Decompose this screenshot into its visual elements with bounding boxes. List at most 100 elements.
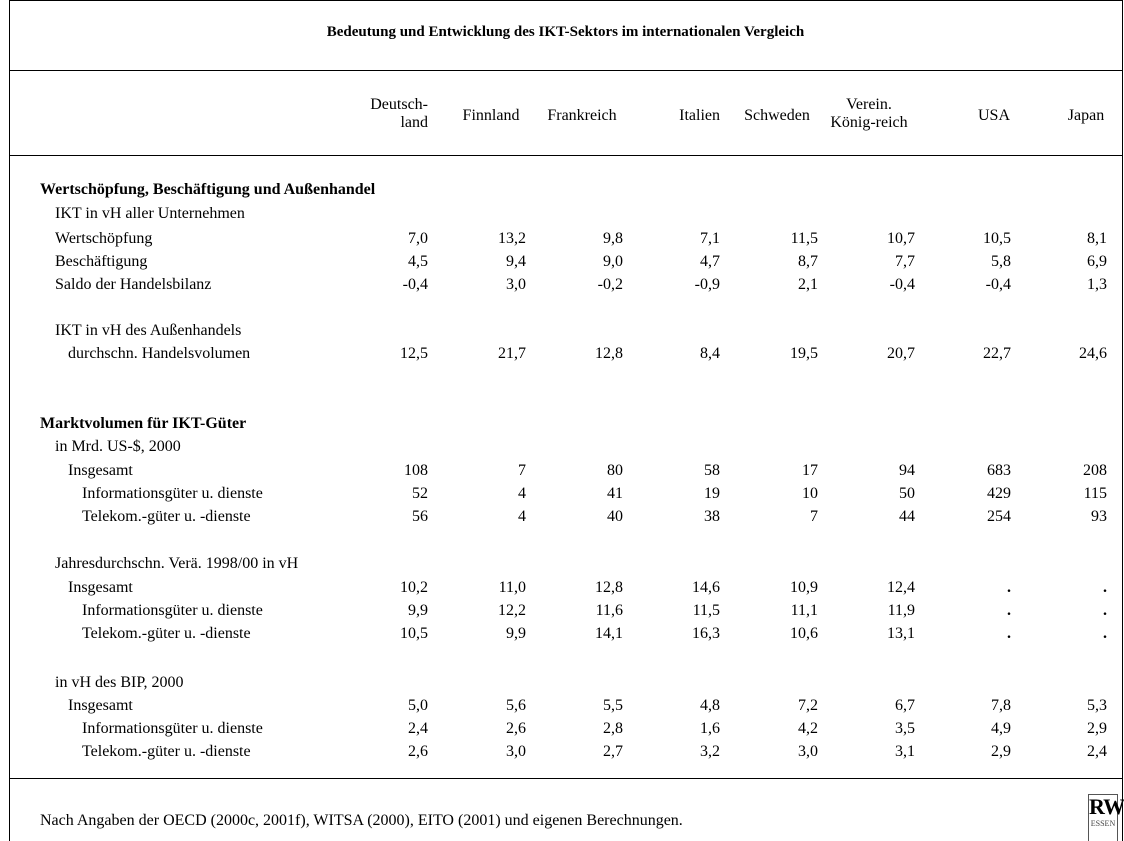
cell: 429 <box>987 485 1011 502</box>
cell: 7,0 <box>408 230 428 247</box>
column-header: Frankreich <box>522 107 642 125</box>
row-label: Jahresdurchschn. Verä. 1998/00 in vH <box>55 555 299 572</box>
cell: 93 <box>1091 508 1107 525</box>
row-label: IKT in vH aller Unternehmen <box>55 205 245 222</box>
section-heading: Wertschöpfung, Beschäftigung und Außenha… <box>40 181 376 198</box>
cell: 94 <box>899 462 915 479</box>
column-header-line: Frankreich <box>547 107 617 124</box>
cell: 6,7 <box>895 697 915 714</box>
cell: 7 <box>518 462 526 479</box>
column-header-line: land <box>400 114 428 131</box>
cell: 11,5 <box>790 230 818 247</box>
column-header-line: Finnland <box>462 107 520 124</box>
cell: 3,0 <box>798 743 818 760</box>
cell: 3,0 <box>506 743 526 760</box>
cell: -0,4 <box>889 276 915 293</box>
row-label: Telekom.-güter u. -dienste <box>82 743 251 760</box>
rule <box>9 155 1122 156</box>
cell: -0,4 <box>402 276 428 293</box>
cell: -0,4 <box>985 276 1011 293</box>
cell: 5,8 <box>991 253 1011 270</box>
footnote: Nach Angaben der OECD (2000c, 2001f), WI… <box>40 812 683 829</box>
rule <box>9 778 1122 779</box>
row-label: Telekom.-güter u. -dienste <box>82 508 251 525</box>
cell: 13,2 <box>498 230 526 247</box>
cell: 10 <box>802 485 818 502</box>
cell: 254 <box>987 508 1011 525</box>
row-label: Insgesamt <box>68 462 133 479</box>
column-header-line: Deutsch- <box>370 96 428 113</box>
cell: 10,6 <box>790 625 818 642</box>
cell: 9,0 <box>603 253 623 270</box>
cell: . <box>1007 579 1011 596</box>
cell: 108 <box>404 462 428 479</box>
cell: 20,7 <box>887 345 915 362</box>
cell: 16,3 <box>692 625 720 642</box>
cell: 4,9 <box>991 720 1011 737</box>
column-header: Finnland <box>431 107 551 125</box>
row-label: IKT in vH des Außenhandels <box>55 322 242 339</box>
cell: 9,9 <box>408 602 428 619</box>
cell: 4,7 <box>700 253 720 270</box>
cell: 115 <box>1083 485 1107 502</box>
rule <box>9 0 1122 1</box>
cell: 683 <box>987 462 1011 479</box>
cell: -0,2 <box>597 276 623 293</box>
cell: 2,4 <box>1087 743 1107 760</box>
section-heading: Marktvolumen für IKT-Güter <box>40 415 247 432</box>
cell: 4,2 <box>798 720 818 737</box>
cell: 10,2 <box>400 579 428 596</box>
cell: 80 <box>607 462 623 479</box>
cell: 41 <box>607 485 623 502</box>
cell: 13,1 <box>887 625 915 642</box>
cell: 12,8 <box>595 579 623 596</box>
column-header-line: Schweden <box>744 107 810 124</box>
cell: 3,2 <box>700 743 720 760</box>
cell: 3,0 <box>506 276 526 293</box>
column-header-line: Japan <box>1067 107 1105 124</box>
column-header: Italien <box>600 107 720 125</box>
row-label: Informationsgüter u. dienste <box>82 485 263 502</box>
cell: 2,7 <box>603 743 623 760</box>
cell: 4 <box>518 508 526 525</box>
cell: 5,3 <box>1087 697 1107 714</box>
border-right <box>1122 0 1123 841</box>
column-header-line: USA <box>977 107 1010 124</box>
cell: 7 <box>810 508 818 525</box>
cell: 11,9 <box>887 602 915 619</box>
cell: . <box>1103 579 1107 596</box>
column-header: Deutsch-land <box>308 96 428 132</box>
cell: 2,9 <box>1087 720 1107 737</box>
cell: . <box>1103 602 1107 619</box>
column-header: USA <box>934 107 1054 125</box>
logo: RWI ESSEN <box>1088 794 1124 841</box>
cell: 56 <box>412 508 428 525</box>
cell: 21,7 <box>498 345 526 362</box>
cell: 12,8 <box>595 345 623 362</box>
cell: 8,4 <box>700 345 720 362</box>
row-label: Beschäftigung <box>55 253 148 270</box>
cell: 11,5 <box>692 602 720 619</box>
cell: 22,7 <box>983 345 1011 362</box>
column-header-line: König-reich <box>830 114 908 131</box>
cell: 12,2 <box>498 602 526 619</box>
cell: 9,9 <box>506 625 526 642</box>
cell: 7,1 <box>700 230 720 247</box>
cell: 12,4 <box>887 579 915 596</box>
row-label: Saldo der Handelsbilanz <box>55 276 212 293</box>
title: Bedeutung und Entwicklung des IKT-Sektor… <box>326 24 805 40</box>
cell: 3,1 <box>895 743 915 760</box>
cell: -0,9 <box>694 276 720 293</box>
logo-sub: ESSEN <box>1090 819 1116 828</box>
border-left <box>9 0 10 841</box>
cell: 2,4 <box>408 720 428 737</box>
row-label: Informationsgüter u. dienste <box>82 720 263 737</box>
cell: 17 <box>802 462 818 479</box>
cell: 8,1 <box>1087 230 1107 247</box>
cell: 4,5 <box>408 253 428 270</box>
cell: 9,8 <box>603 230 623 247</box>
row-label: Insgesamt <box>68 579 133 596</box>
cell: 2,6 <box>408 743 428 760</box>
row-label: durchschn. Handelsvolumen <box>68 345 251 362</box>
cell: 2,9 <box>991 743 1011 760</box>
